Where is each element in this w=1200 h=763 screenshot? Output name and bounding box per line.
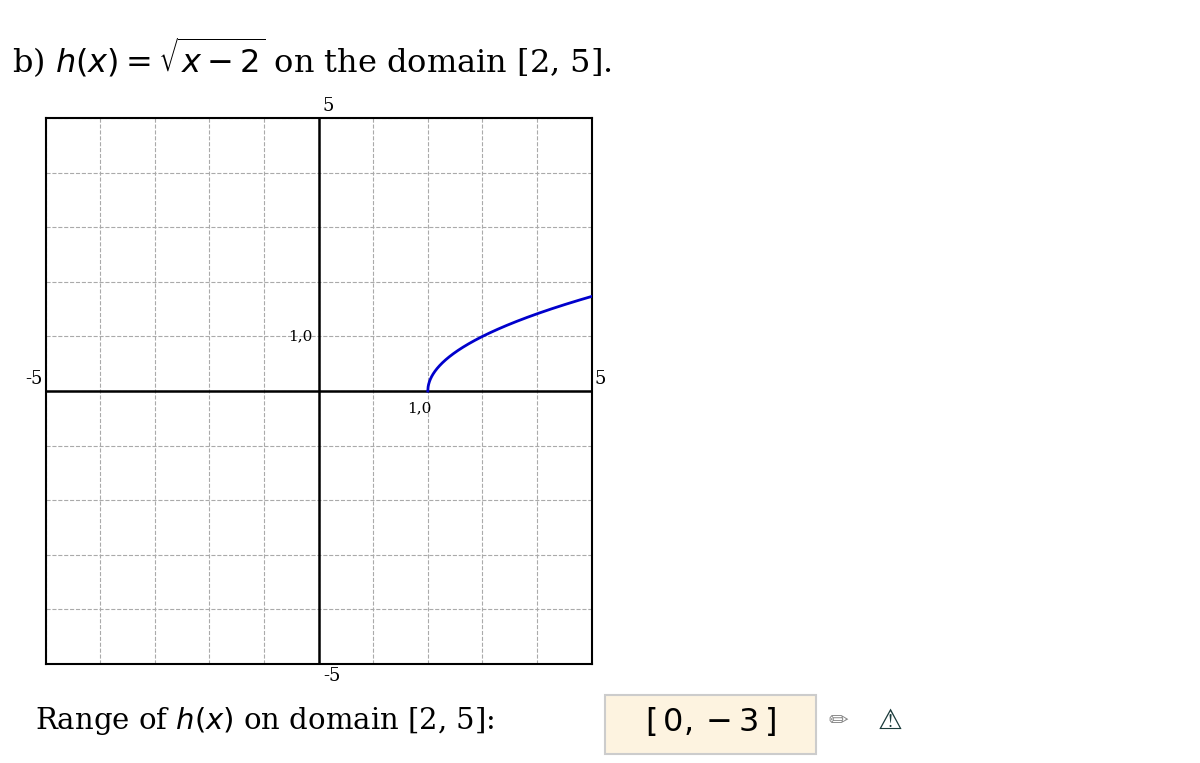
Text: 5: 5 bbox=[594, 370, 606, 388]
Text: Range of $h(x)$ on domain [2, 5]:: Range of $h(x)$ on domain [2, 5]: bbox=[35, 705, 494, 737]
FancyBboxPatch shape bbox=[605, 695, 816, 754]
Text: -5: -5 bbox=[323, 667, 341, 684]
Text: -5: -5 bbox=[25, 370, 43, 388]
Text: ⚠: ⚠ bbox=[877, 707, 902, 736]
Text: 1,0: 1,0 bbox=[288, 330, 312, 343]
Text: ✏: ✏ bbox=[829, 710, 848, 733]
Text: 5: 5 bbox=[323, 98, 335, 115]
Text: 1,0: 1,0 bbox=[408, 401, 432, 415]
Text: b) $h(x) = \sqrt{x-2}$ on the domain [2, 5].: b) $h(x) = \sqrt{x-2}$ on the domain [2,… bbox=[12, 35, 612, 79]
Text: $\left[\, 0, -3\,\right]$: $\left[\, 0, -3\,\right]$ bbox=[644, 705, 775, 738]
